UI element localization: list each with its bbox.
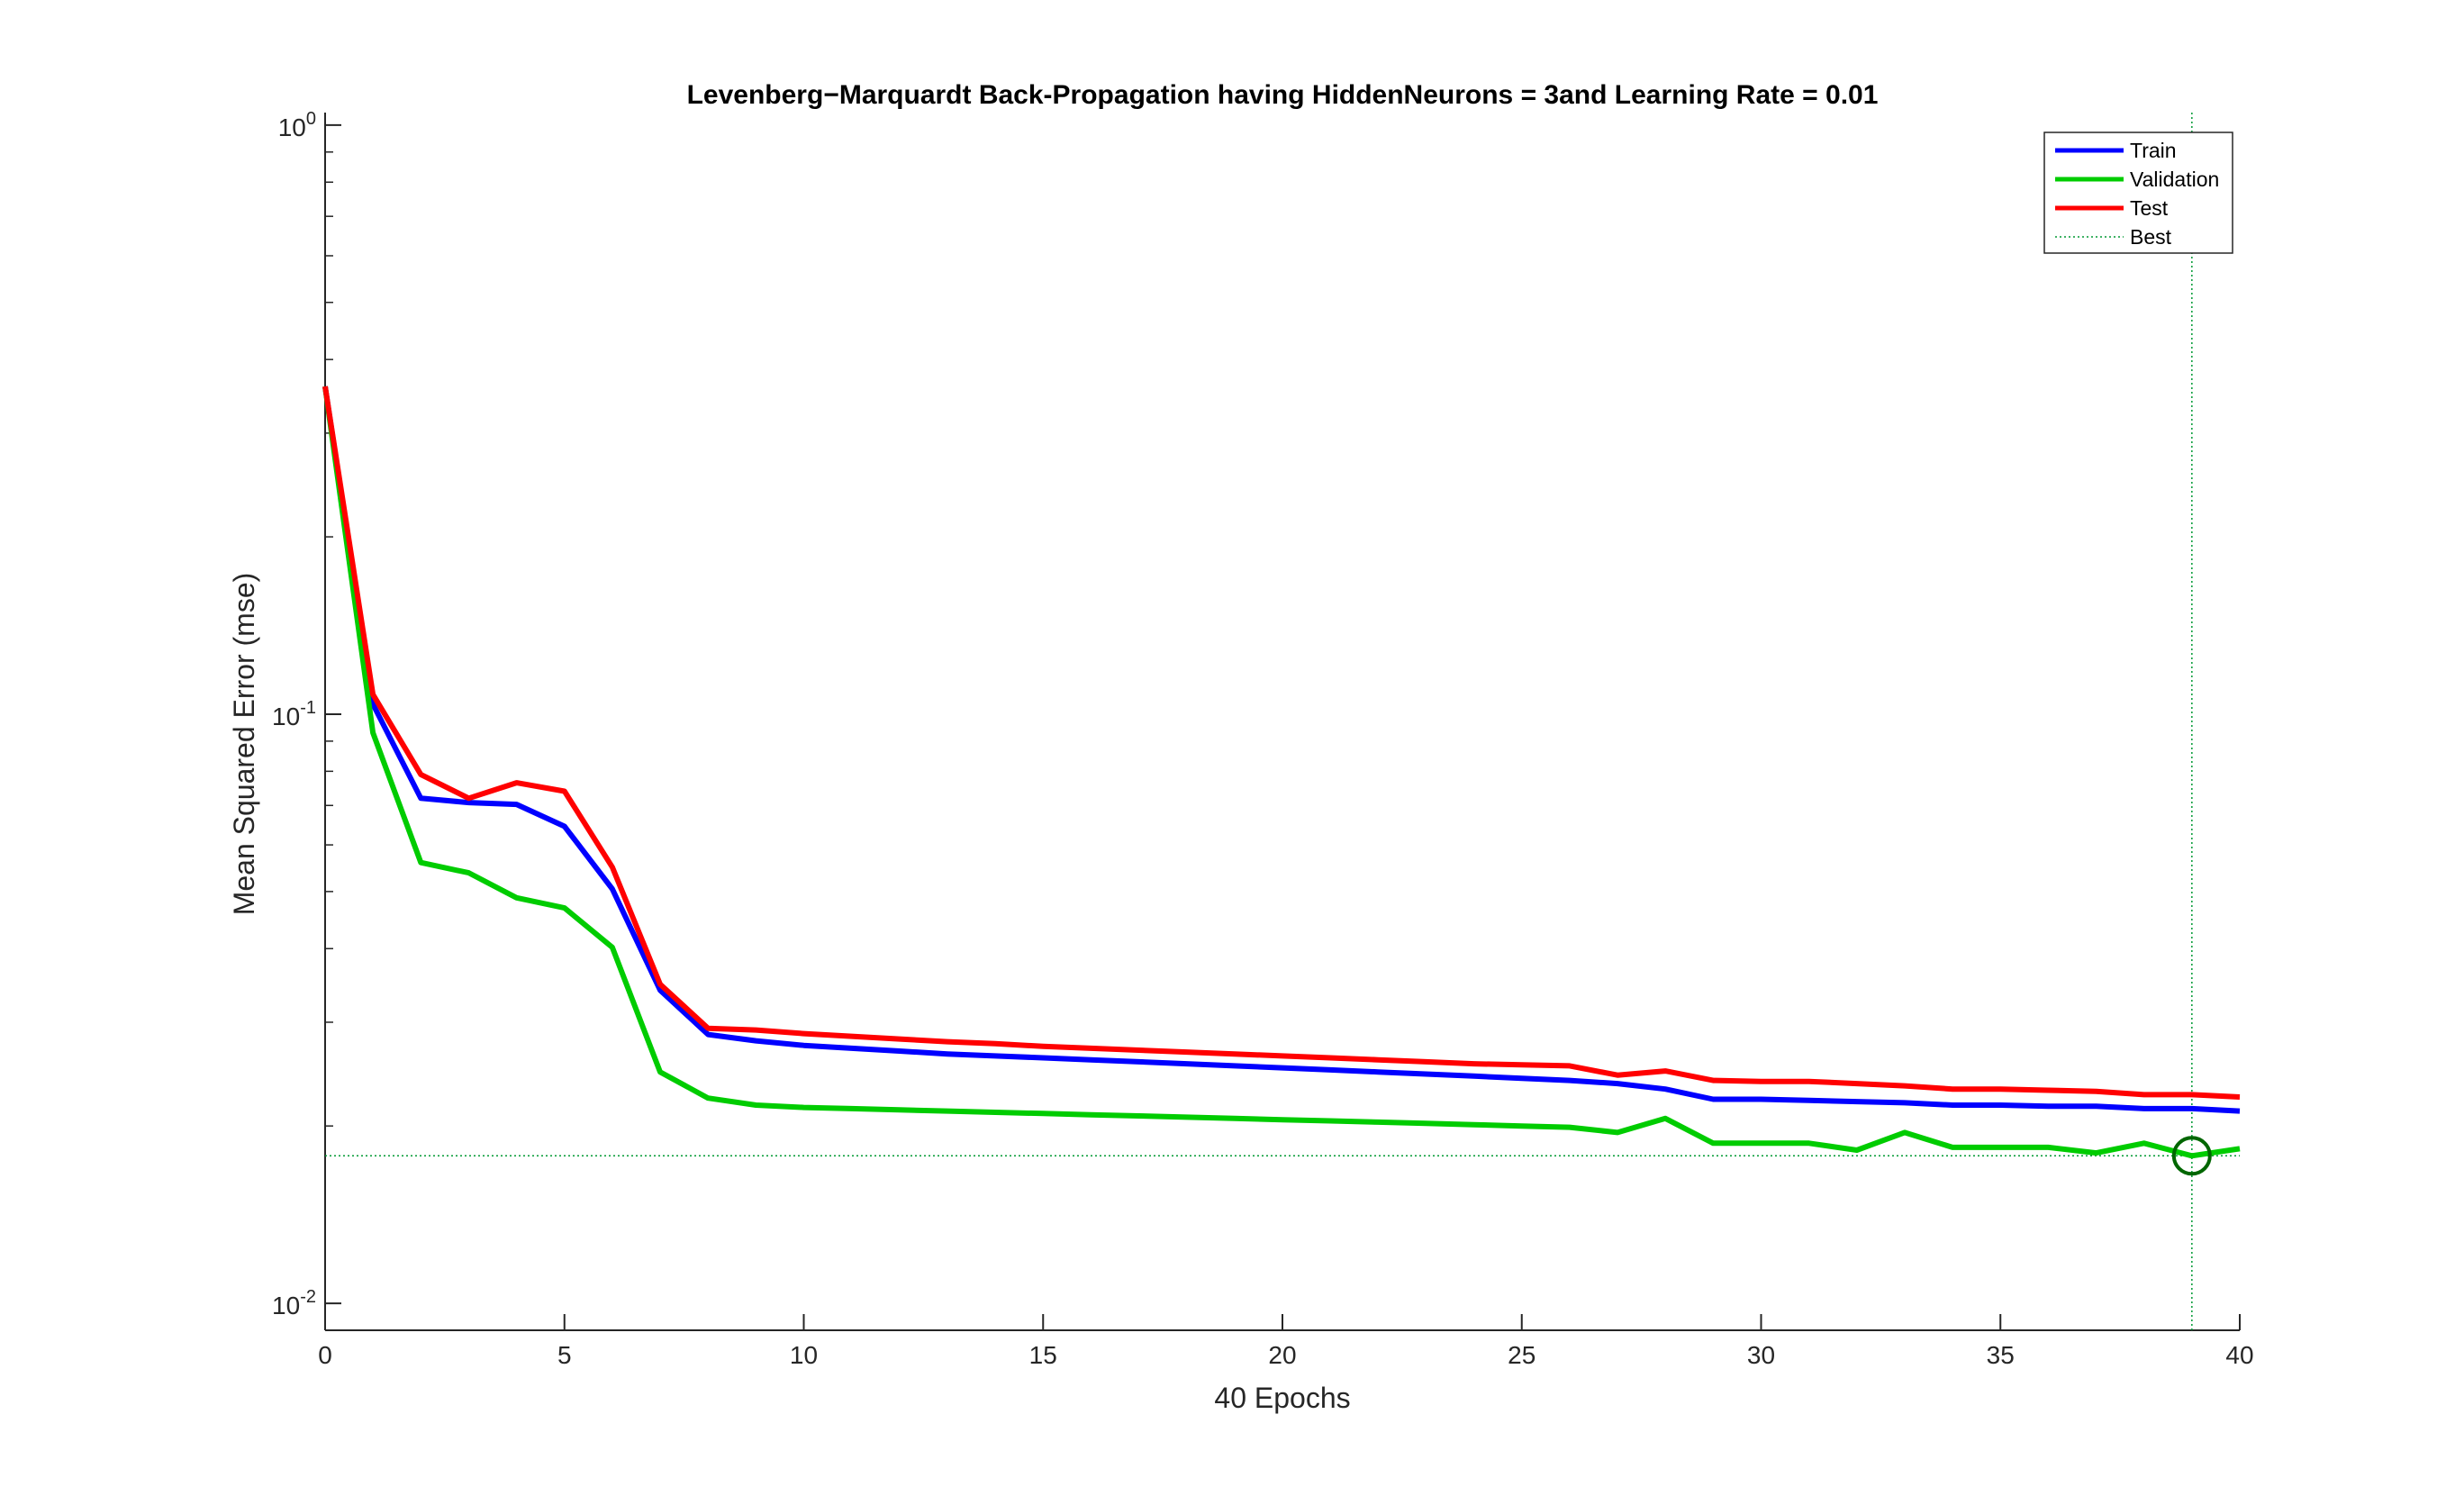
legend-label-train: Train (2130, 139, 2177, 162)
x-tick-label: 20 (1268, 1341, 1296, 1369)
x-tick-label: 5 (557, 1341, 572, 1369)
x-axis-label: 40 Epochs (1214, 1382, 1350, 1414)
legend-label-best: Best (2130, 225, 2172, 249)
validation-line (322, 385, 2241, 1159)
y-tick-label: 10-2 (272, 1287, 316, 1319)
y-tick-label: 10-1 (272, 698, 316, 730)
x-tick-label: 40 (2225, 1341, 2253, 1369)
legend-label-test: Test (2130, 196, 2169, 220)
best-point-marker (2171, 1136, 2212, 1176)
y-tick-label: 100 (278, 109, 316, 141)
test-line (322, 385, 2241, 1100)
chart-title: Levenberg−Marquardt Back-Propagation hav… (687, 80, 1879, 110)
x-tick-label: 25 (1508, 1341, 1535, 1369)
plot-area: 0 5 10 15 20 25 30 35 40 10-2 10-1 100 (272, 109, 2254, 1369)
x-tick-label: 15 (1029, 1341, 1057, 1369)
train-line (322, 385, 2241, 1114)
x-tick-label: 35 (1987, 1341, 2015, 1369)
x-tick-label: 0 (318, 1341, 332, 1369)
y-axis-label: Mean Squared Error (mse) (228, 573, 260, 916)
legend-label-validation: Validation (2130, 168, 2219, 191)
legend: Train Validation Test Best (2043, 131, 2233, 254)
x-tick-label: 30 (1747, 1341, 1775, 1369)
x-tick-label: 10 (790, 1341, 818, 1369)
